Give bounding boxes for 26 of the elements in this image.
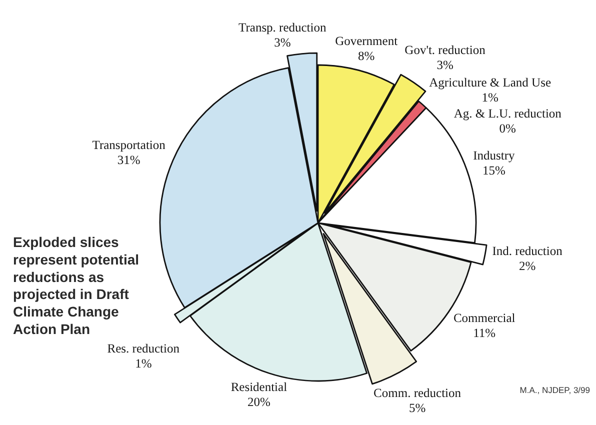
slice-label: Agriculture & Land Use	[429, 76, 552, 90]
slice-label: Commercial	[453, 310, 516, 325]
data-label: 8%	[358, 49, 375, 64]
data-label: 31%	[117, 153, 140, 168]
category-label: Ag. & L.U. reduction	[454, 106, 562, 121]
data-label: 15%	[482, 164, 506, 178]
slice-label: Ind. reduction	[492, 244, 564, 258]
data-label: 2%	[519, 258, 536, 273]
slice-label: Industry	[473, 148, 516, 163]
slice-label: Transp. reduction	[238, 20, 328, 34]
data-label: 5%	[408, 400, 426, 415]
text: 0%	[499, 122, 516, 136]
text: Exploded slices represent potential reductions as projected in Draft Climate Change Action Plan	[13, 234, 140, 337]
slice-label: Residential	[230, 380, 288, 394]
data-label: 11%	[473, 326, 496, 340]
data-label: 1%	[482, 90, 498, 105]
slice-label: Transportation	[92, 138, 166, 152]
slice-label: Gov't. reduction	[404, 43, 486, 58]
slice-label: Government	[335, 34, 398, 48]
data-label: 20%	[247, 394, 270, 409]
data-label: 3%	[274, 35, 291, 50]
text: M.A., NJDEP, 3/99	[520, 385, 590, 395]
slice-label: Res. reduction	[107, 342, 180, 356]
data-label: 1%	[135, 356, 152, 371]
slice-label: Comm. reduction	[374, 386, 462, 400]
data-label: 3%	[436, 58, 454, 72]
